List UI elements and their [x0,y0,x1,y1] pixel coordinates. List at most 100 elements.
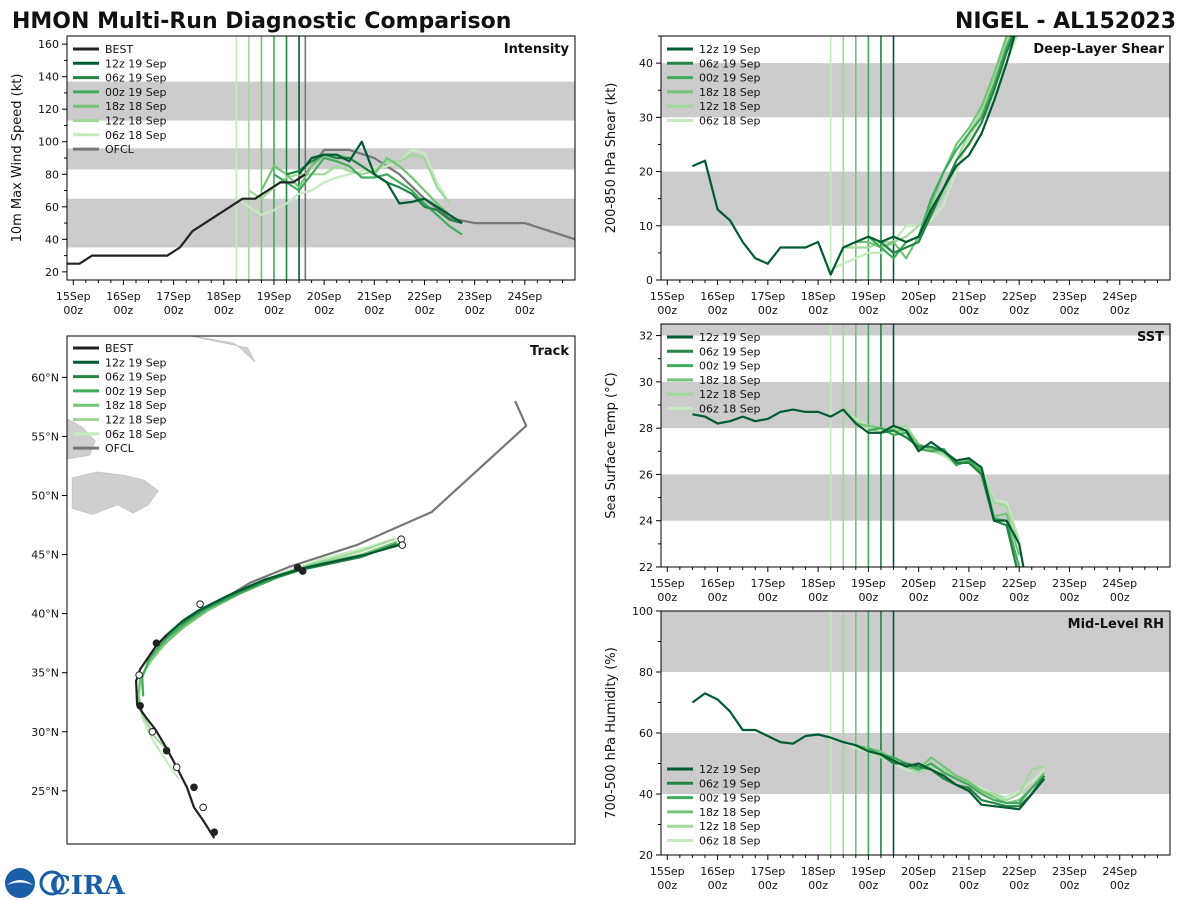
intensity-legend-label-12z-19-sep: 12z 19 Sep [105,57,167,70]
rh-xtick-day: 16Sep [700,865,735,878]
sst-ytick-label: 28 [639,422,653,435]
sst-xtick-day: 22Sep [1002,577,1037,590]
sst-line-12z-19-sep [692,408,1025,567]
shear-frame [660,35,1171,281]
intensity-xtick-day: 18Sep [206,290,241,303]
intensity-xtick-hour: 00z [364,304,384,317]
shear-band-0 [661,171,1170,226]
sst-xtick-day: 20Sep [901,577,936,590]
intensity-xtick-day: 16Sep [106,290,141,303]
intensity-legend-label-18z-18-sep: 18z 18 Sep [105,100,167,113]
track-legend-label-06z-18-sep: 06z 18 Sep [105,428,167,441]
sst-xtick-day: 16Sep [700,577,735,590]
sst-xtick-hour: 00z [909,591,929,604]
rh-panel-title: Mid-Level RH [1068,617,1164,632]
shear-xtick-hour: 00z [909,304,929,317]
intensity-xtick-hour: 00z [314,304,334,317]
intensity-line-best [67,173,306,265]
cira-globe-icon [39,870,65,896]
rh-xtick-hour: 00z [1009,879,1029,892]
rh-legend-label-12z-18-sep: 12z 18 Sep [699,820,761,833]
rh-xtick-day: 21Sep [952,865,987,878]
sst-ylabel: Sea Surface Temp (°C) [604,372,619,519]
sst-band-2 [661,324,1170,336]
intensity-line-12z-19-sep [298,140,463,225]
sst-xtick-hour: 00z [1060,591,1080,604]
rh-line-12z-19-sep [691,692,1046,811]
intensity-xtick-day: 17Sep [156,290,191,303]
rh-line-00z-19-sep [867,747,1046,805]
rh-xtick-day: 23Sep [1052,865,1087,878]
track-line-18z-18-sep [137,540,398,715]
intensity-legend-label-00z-19-sep: 00z 19 Sep [105,86,167,99]
sst-xtick-hour: 00z [758,591,778,604]
sst-panel: 22242628303215Sep00z16Sep00z17Sep00z18Se… [604,323,1171,604]
sst-xtick-day: 17Sep [750,577,785,590]
track-marker-filled [162,746,171,755]
sst-legend-label-06z-19-sep: 06z 19 Sep [699,345,761,358]
shear-panel: 01020304015Sep00z16Sep00z17Sep00z18Sep00… [604,35,1171,317]
intensity-xtick-day: 20Sep [307,290,342,303]
intensity-ylabel: 10m Max Wind Speed (kt) [10,74,25,243]
intensity-panel-title: Intensity [504,42,570,57]
shear-ytick-label: 40 [639,57,653,70]
rh-ytick-label: 60 [639,727,653,740]
intensity-ytick-label: 160 [38,38,59,51]
track-line-06z-19-sep [157,542,397,645]
sst-xtick-hour: 00z [959,591,979,604]
rh-series-group [691,692,1046,811]
rh-legend-label-18z-18-sep: 18z 18 Sep [699,806,761,819]
rh-ytick-label: 100 [632,605,653,618]
rh-xtick-hour: 00z [959,879,979,892]
intensity-legend-label-12z-18-sep: 12z 18 Sep [105,115,167,128]
shear-panel-title: Deep-Layer Shear [1033,42,1164,57]
shear-ytick-label: 20 [639,166,653,179]
rh-panel: 2040608010015Sep00z16Sep00z17Sep00z18Sep… [604,605,1171,892]
shear-xtick-hour: 00z [758,304,778,317]
figure-title: HMON Multi-Run Diagnostic Comparison [12,9,511,34]
intensity-xtick-day: 24Sep [507,290,542,303]
rh-xtick-day: 19Sep [851,865,886,878]
shear-xtick-day: 18Sep [801,290,836,303]
shear-band-1 [661,63,1170,118]
sst-legend-label-12z-18-sep: 12z 18 Sep [699,388,761,401]
sst-xtick-hour: 00z [708,591,728,604]
shear-xtick-hour: 00z [708,304,728,317]
sst-xtick-hour: 00z [808,591,828,604]
shear-xtick-hour: 00z [959,304,979,317]
rh-xtick-day: 24Sep [1102,865,1137,878]
sst-xtick-hour: 00z [657,591,677,604]
land-newfoundland [71,471,159,515]
track-lat-label: 35°N [31,667,59,680]
sst-xtick-day: 23Sep [1052,577,1087,590]
track-lat-label: 60°N [31,371,59,384]
cira-logo: CIRA [5,868,125,900]
rh-xtick-hour: 00z [708,879,728,892]
shear-ytick-label: 0 [646,274,653,287]
intensity-series-group [67,140,575,265]
track-line-12z-18-sep [137,538,395,751]
sst-frame [660,323,1171,568]
track-map-group [67,336,528,839]
rh-ytick-label: 40 [639,788,653,801]
sst-xtick-day: 15Sep [650,577,685,590]
track-marker-filled [210,828,219,836]
rh-legend-label-06z-18-sep: 06z 18 Sep [699,835,761,848]
rh-ylabel: 700-500 hPa Humidity (%) [604,647,619,819]
sst-ytick-label: 22 [639,561,653,574]
sst-legend-label-12z-19-sep: 12z 19 Sep [699,331,761,344]
shear-xtick-hour: 00z [1110,304,1130,317]
shear-line-12z-19-sep [691,36,1016,276]
intensity-xtick-hour: 00z [164,304,184,317]
noaa-logo-icon [5,868,35,898]
intensity-legend-label-06z-18-sep: 06z 18 Sep [105,129,167,142]
rh-xtick-day: 18Sep [801,865,836,878]
shear-ylabel: 200-850 hPa Shear (kt) [604,83,619,234]
track-marker-open [172,763,181,772]
shear-xtick-day: 17Sep [750,290,785,303]
track-legend-label-06z-19-sep: 06z 19 Sep [105,371,167,384]
shear-legend-label-12z-19-sep: 12z 19 Sep [699,43,761,56]
shear-ytick-label: 30 [639,111,653,124]
shear-legend-label-06z-18-sep: 06z 18 Sep [699,115,761,128]
shear-legend-label-18z-18-sep: 18z 18 Sep [699,86,761,99]
